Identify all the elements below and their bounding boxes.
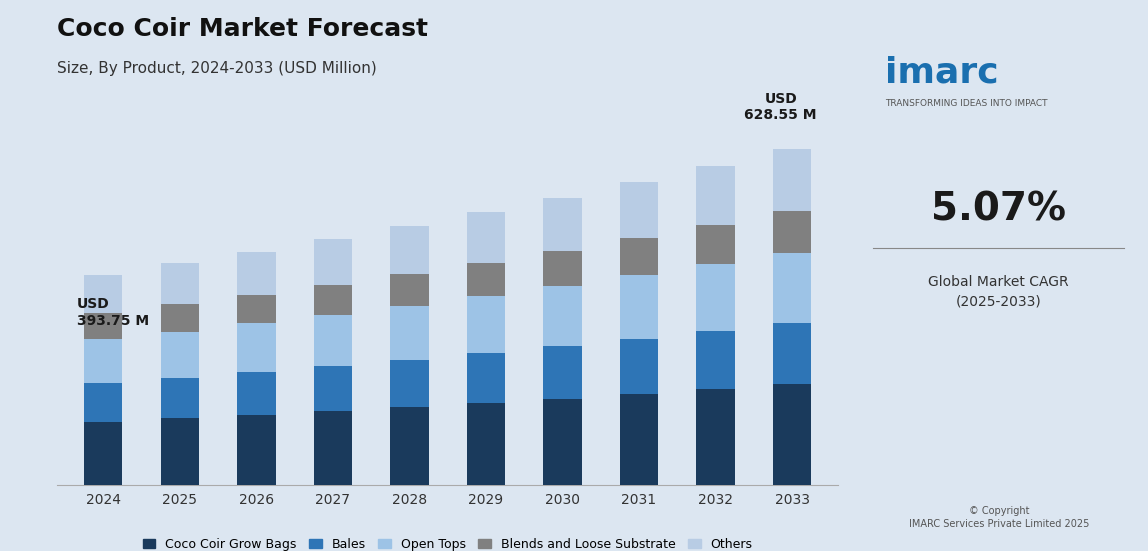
Bar [620,182,658,238]
Bar [84,314,123,339]
Bar [84,274,123,314]
Bar [620,276,658,339]
Bar [773,252,812,323]
Bar [238,295,276,323]
Text: USD
628.55 M: USD 628.55 M [744,92,817,122]
Bar [390,306,428,360]
Bar [84,422,123,485]
Bar [697,389,735,485]
Bar [773,384,812,485]
Text: Coco Coir Market Forecast: Coco Coir Market Forecast [57,17,428,41]
Text: Global Market CAGR
(2025-2033): Global Market CAGR (2025-2033) [929,276,1069,309]
Bar [84,339,123,383]
Bar [238,251,276,295]
Bar [161,332,199,378]
Bar [697,225,735,264]
Text: imarc: imarc [885,55,999,89]
Bar [697,264,735,331]
Bar [390,274,428,306]
Text: 5.07%: 5.07% [931,191,1066,228]
Text: TRANSFORMING IDEAS INTO IMPACT: TRANSFORMING IDEAS INTO IMPACT [885,99,1048,108]
Bar [161,263,199,304]
Bar [390,360,428,407]
Bar [467,353,505,403]
Bar [467,403,505,485]
Bar [620,238,658,276]
Bar [238,415,276,485]
Bar [543,198,582,251]
Bar [313,366,352,411]
Bar [161,304,199,332]
Text: Size, By Product, 2024-2033 (USD Million): Size, By Product, 2024-2033 (USD Million… [57,61,378,75]
Bar [543,346,582,399]
Bar [543,399,582,485]
Bar [161,418,199,485]
Bar [543,286,582,346]
Bar [390,407,428,485]
Bar [467,263,505,296]
Bar [467,212,505,263]
Bar [620,339,658,394]
Bar [390,226,428,274]
Bar [620,394,658,485]
Bar [238,372,276,415]
Bar [313,284,352,315]
Bar [773,149,812,211]
Bar [773,211,812,252]
Text: USD
393.75 M: USD 393.75 M [77,298,148,327]
Bar [773,323,812,384]
Bar [697,331,735,389]
Bar [697,166,735,225]
Legend: Coco Coir Grow Bags, Bales, Open Tops, Blends and Loose Substrate, Others: Coco Coir Grow Bags, Bales, Open Tops, B… [138,533,758,551]
Bar [313,239,352,284]
Bar [313,315,352,366]
Bar [313,411,352,485]
Text: © Copyright
IMARC Services Private Limited 2025: © Copyright IMARC Services Private Limit… [908,506,1089,529]
Bar [467,296,505,353]
Bar [543,251,582,286]
Bar [84,383,123,422]
Bar [161,378,199,418]
Bar [238,323,276,372]
